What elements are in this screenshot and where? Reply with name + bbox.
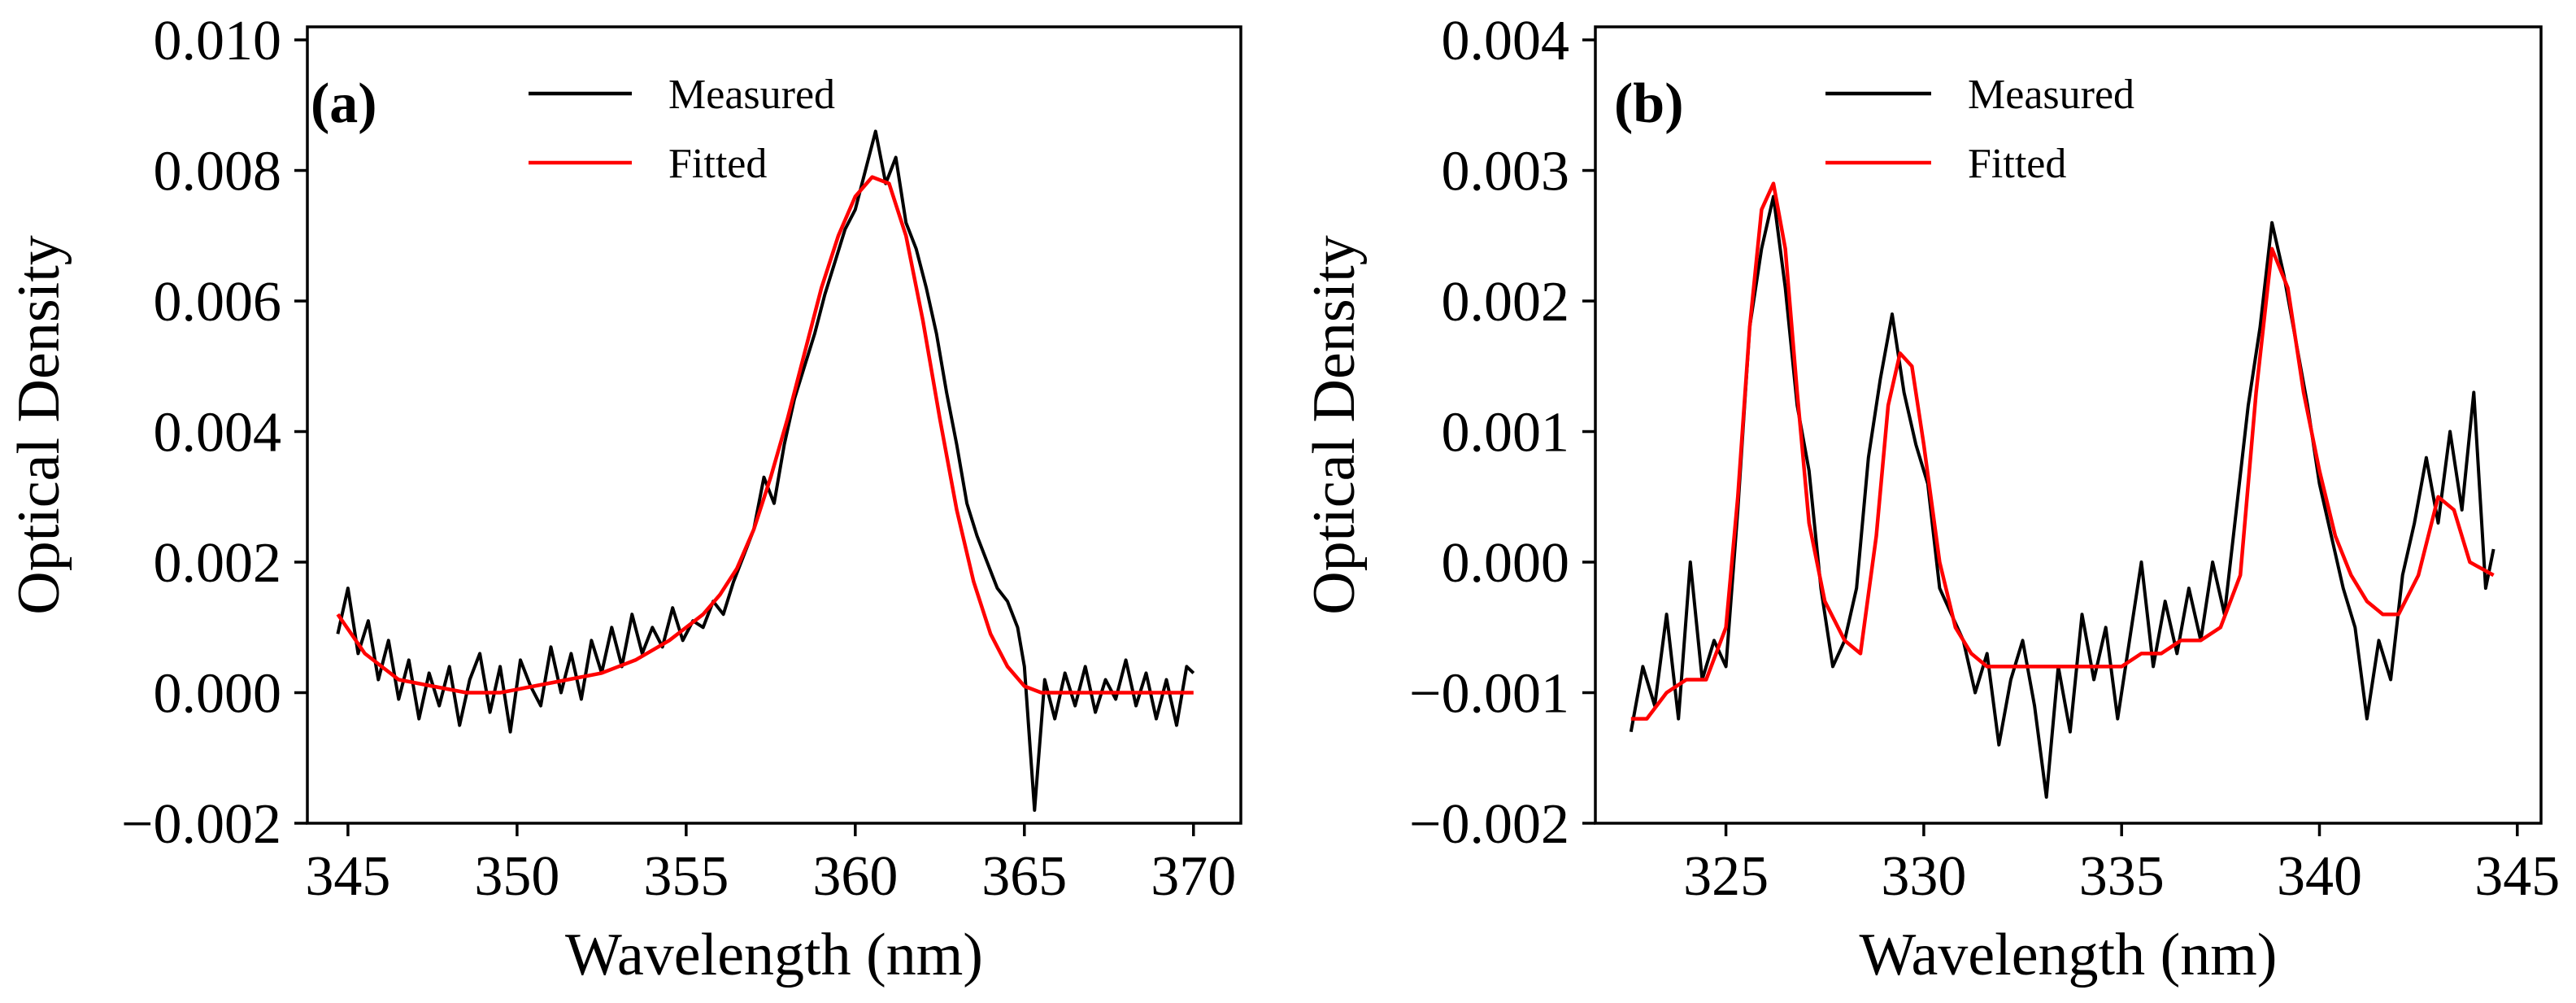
x-tick-label: 345 bbox=[2474, 845, 2560, 908]
series-line-fitted bbox=[336, 175, 1194, 695]
y-tick-label: 0.002 bbox=[154, 532, 282, 595]
x-tick-label: 370 bbox=[1151, 845, 1236, 908]
x-tick-label: 345 bbox=[305, 845, 390, 908]
x-tick-label: 355 bbox=[643, 845, 729, 908]
series-line-fitted bbox=[1630, 181, 2495, 721]
legend-entry: Measured bbox=[668, 72, 835, 118]
x-tick-label: 365 bbox=[981, 845, 1067, 908]
legend-entry: Measured bbox=[1968, 72, 2134, 118]
x-tick-label: 340 bbox=[2277, 845, 2362, 908]
y-tick-label: 0.000 bbox=[154, 663, 282, 726]
x-axis-title: Wavelength (nm) bbox=[565, 922, 983, 988]
y-tick-label: 0.006 bbox=[154, 271, 282, 334]
y-tick-label: 0.008 bbox=[154, 141, 282, 203]
x-tick-label: 335 bbox=[2079, 845, 2165, 908]
y-axis-title: Optical Density bbox=[6, 235, 72, 615]
panel-label: (b) bbox=[1614, 72, 1684, 135]
y-tick-label: −0.001 bbox=[1409, 663, 1569, 726]
chart-panel-2: 325 330 335 340 345 −0.002 −0.001 0.000 0.001 0.0… bbox=[1301, 10, 2560, 988]
y-tick-label: 0.004 bbox=[154, 402, 282, 464]
panel-label: (a) bbox=[311, 72, 377, 135]
x-tick-label: 325 bbox=[1683, 845, 1769, 908]
y-axis-title: Optical Density bbox=[1301, 235, 1368, 615]
y-tick-label: 0.001 bbox=[1442, 402, 1570, 464]
x-tick-label: 360 bbox=[812, 845, 898, 908]
x-tick-label: 350 bbox=[474, 845, 559, 908]
legend: Measured Fitted bbox=[529, 72, 835, 187]
y-tick-label: 0.000 bbox=[1442, 532, 1570, 595]
legend-entry: Fitted bbox=[668, 141, 767, 187]
y-tick-label: 0.004 bbox=[1442, 10, 1570, 72]
legend-entry: Fitted bbox=[1968, 141, 2066, 187]
series-line-measured bbox=[1629, 194, 2496, 799]
y-tick-label: 0.003 bbox=[1442, 141, 1570, 203]
series-line-measured bbox=[336, 129, 1195, 812]
plot-frame bbox=[1594, 25, 2543, 825]
plot-frame bbox=[306, 25, 1242, 825]
y-tick-label: −0.002 bbox=[1409, 793, 1569, 856]
y-tick-label: 0.002 bbox=[1442, 271, 1570, 334]
x-axis-title: Wavelength (nm) bbox=[1860, 922, 2278, 988]
y-tick-label: −0.002 bbox=[121, 793, 281, 856]
x-tick-label: 330 bbox=[1881, 845, 1966, 908]
legend: Measured Fitted bbox=[1825, 72, 2134, 187]
chart-panel-1: 345 350 355 360 365 370 −0.002 0.000 0.002 0.004 0… bbox=[6, 10, 1242, 988]
y-tick-label: 0.010 bbox=[154, 10, 282, 72]
